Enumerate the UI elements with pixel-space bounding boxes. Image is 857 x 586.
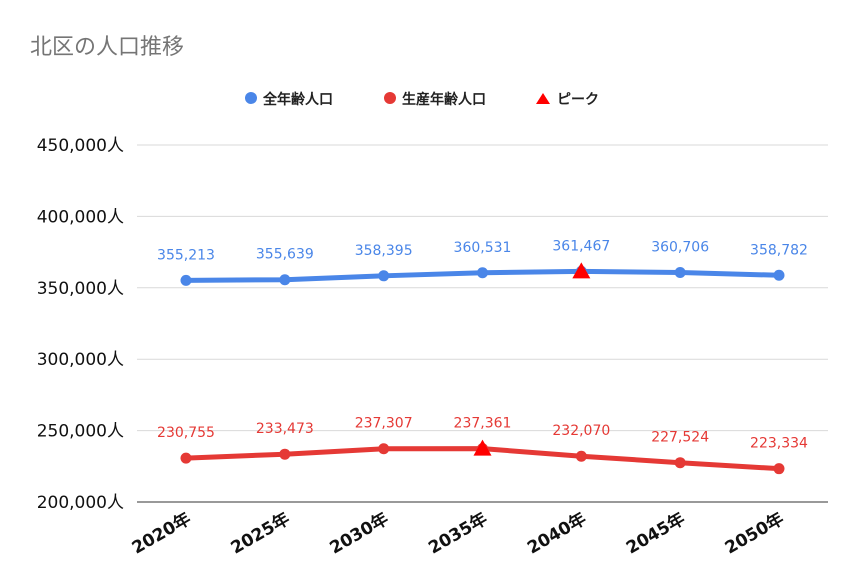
legend: 全年齢人口 生産年齢人口 ピーク [245, 91, 599, 108]
data-point [279, 274, 291, 286]
data-label: 355,639 [256, 247, 314, 263]
data-label: 361,467 [552, 238, 610, 254]
data-label: 358,395 [355, 243, 413, 259]
y-tick-label: 350,000人 [37, 279, 124, 299]
data-point [180, 274, 192, 286]
x-axis: 2020年 2025年 2030年 2035年 2040年 2045年 2050年 [128, 508, 787, 558]
data-point [773, 269, 785, 281]
data-label: 232,070 [552, 423, 610, 439]
x-tick-label: 2045年 [622, 508, 688, 558]
x-tick-label: 2025年 [227, 508, 293, 558]
data-point [674, 457, 686, 469]
x-tick-label: 2035年 [425, 508, 491, 558]
x-tick-label: 2050年 [721, 508, 787, 558]
data-point [773, 463, 785, 475]
legend-label-working-age: 生産年齢人口 [402, 91, 486, 108]
chart-title: 北区の人口推移 [30, 35, 184, 60]
legend-label-peak: ピーク [557, 92, 599, 108]
y-tick-label: 450,000人 [37, 136, 124, 156]
x-tick-label: 2020年 [128, 508, 194, 558]
x-tick-label: 2030年 [326, 508, 392, 558]
series-group: 355,213 355,639 358,395 360,531 361,467 360,7… [157, 238, 808, 475]
gridlines [137, 144, 828, 503]
data-point [180, 452, 192, 464]
data-point [477, 267, 488, 279]
data-label: 233,473 [256, 421, 314, 437]
data-label: 358,782 [750, 242, 808, 258]
data-point [279, 448, 291, 460]
data-label: 227,524 [651, 430, 709, 446]
data-label: 360,706 [651, 240, 709, 256]
peak-markers [473, 262, 591, 456]
series-total: 355,213 355,639 358,395 360,531 361,467 360,7… [157, 238, 808, 286]
y-tick-label: 200,000人 [37, 493, 124, 513]
legend-label-total: 全年齢人口 [262, 91, 333, 108]
y-axis: 450,000人 400,000人 350,000人 300,000人 250,000人… [37, 136, 124, 513]
legend-marker-peak [536, 93, 550, 104]
data-label: 237,361 [454, 416, 512, 432]
data-label: 360,531 [454, 240, 512, 256]
data-label: 355,213 [157, 247, 215, 263]
x-tick-label: 2040年 [524, 508, 590, 558]
y-tick-label: 250,000人 [37, 422, 124, 442]
data-point [378, 443, 390, 455]
data-label: 223,334 [750, 436, 808, 452]
legend-marker-total [245, 92, 257, 104]
data-point [378, 270, 390, 282]
data-point [674, 267, 686, 279]
data-label: 237,307 [355, 416, 413, 432]
legend-marker-working-age [384, 92, 396, 104]
data-label: 230,755 [157, 425, 215, 441]
peak-marker [473, 439, 492, 456]
peak-marker [572, 262, 591, 279]
y-tick-label: 300,000人 [37, 350, 124, 370]
y-tick-label: 400,000人 [37, 207, 124, 227]
data-point [575, 450, 587, 462]
